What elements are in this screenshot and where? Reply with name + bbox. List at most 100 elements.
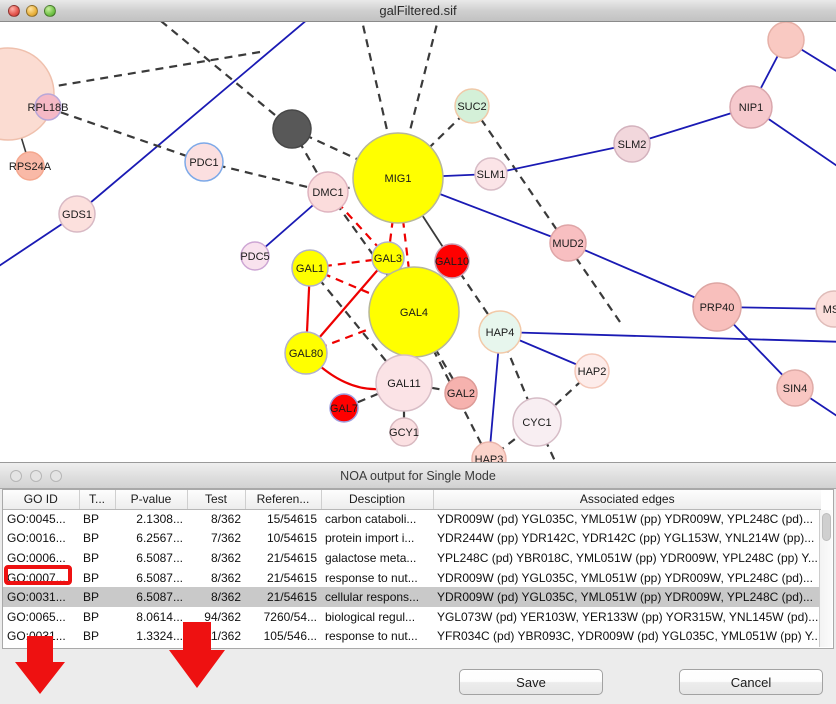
node-circle[interactable]	[352, 132, 444, 224]
network-node[interactable]	[272, 109, 312, 149]
column-header-pvalue[interactable]: P-value	[115, 490, 188, 510]
network-node[interactable]: GAL80	[284, 331, 328, 375]
zoom-button[interactable]	[44, 4, 56, 17]
table-vertical-scrollbar[interactable]	[819, 510, 832, 647]
table-row[interactable]: GO:0031...BP1.3324...11/362105/546...cel…	[3, 646, 821, 648]
node-circle[interactable]	[368, 266, 460, 358]
node-circle[interactable]	[307, 171, 349, 213]
table-row[interactable]: GO:0031... BP 6.5087... 8/362 21/54615 cellul…	[3, 587, 821, 607]
table-row[interactable]: GO:0007... BP 6.5087... 8/362 21/54615 respon…	[3, 568, 821, 588]
node-circle[interactable]	[434, 243, 470, 279]
save-button[interactable]: Save	[459, 669, 603, 695]
scrollbar-thumb[interactable]	[822, 513, 831, 541]
noa-zoom-button[interactable]	[50, 469, 62, 482]
network-edge[interactable]	[203, 160, 329, 194]
cell-reference: 10/54615	[266, 531, 317, 546]
node-circle[interactable]	[478, 310, 522, 354]
node-circle[interactable]	[692, 282, 742, 332]
network-node[interactable]: PRP40	[692, 282, 742, 332]
column-header-description[interactable]: Desciption	[321, 490, 434, 510]
node-circle[interactable]	[815, 290, 836, 328]
node-circle[interactable]	[34, 93, 62, 121]
node-circle[interactable]	[512, 397, 562, 447]
node-circle[interactable]	[474, 157, 508, 191]
node-circle[interactable]	[240, 241, 270, 271]
node-circle[interactable]	[389, 417, 419, 447]
node-circle[interactable]	[272, 109, 312, 149]
network-edge[interactable]	[490, 143, 633, 175]
column-header-reference[interactable]: Referen...	[245, 490, 322, 510]
network-node[interactable]: SIN4	[776, 369, 814, 407]
network-edge[interactable]	[471, 105, 621, 323]
network-edge[interactable]	[343, 381, 405, 410]
network-node[interactable]: GAL2	[444, 376, 478, 410]
network-node[interactable]: RPS24A	[9, 151, 52, 181]
node-circle[interactable]	[574, 353, 610, 389]
noa-close-button[interactable]	[10, 469, 22, 482]
node-circle[interactable]	[329, 393, 359, 423]
network-edge[interactable]	[567, 242, 718, 308]
noa-minimize-button[interactable]	[30, 469, 42, 482]
table-row[interactable]: GO:0065... BP 8.0614... 94/362 7260/54... bio…	[3, 607, 821, 627]
table-row[interactable]: GO:0016... BP 6.2567... 7/362 10/54615 protei…	[3, 529, 821, 549]
network-edge[interactable]	[309, 266, 415, 314]
go-results-table[interactable]: GO ID T... P-value Test Referen... Desci…	[2, 489, 834, 649]
node-circle[interactable]	[471, 441, 507, 462]
close-button[interactable]	[8, 4, 20, 17]
network-canvas[interactable]: RPL18B RPS24A GDS1 PDC1 PDC5 DMC1 SUC2 MIG1 SLM1…	[0, 22, 836, 462]
node-circle[interactable]	[549, 224, 587, 262]
node-circle[interactable]	[729, 85, 773, 129]
network-node[interactable]: GAL4	[368, 266, 460, 358]
node-circle[interactable]	[444, 376, 478, 410]
node-circle[interactable]	[184, 142, 224, 182]
network-node[interactable]: CYC1	[512, 397, 562, 447]
network-node[interactable]: GAL10	[434, 243, 470, 279]
node-circle[interactable]	[15, 151, 45, 181]
node-circle[interactable]	[613, 125, 651, 163]
network-node[interactable]: PDC5	[240, 241, 270, 271]
network-node[interactable]: NIP1	[729, 85, 773, 129]
network-node[interactable]: GAL11	[375, 354, 433, 412]
node-circle[interactable]	[371, 241, 405, 275]
node-circle[interactable]	[58, 195, 96, 233]
network-edge[interactable]	[499, 331, 836, 343]
network-edge[interactable]	[309, 267, 405, 384]
network-node[interactable]: MSL	[815, 290, 836, 328]
network-node[interactable]: HAP2	[574, 353, 610, 389]
node-circle[interactable]	[767, 22, 805, 59]
column-header-test[interactable]: Test	[187, 490, 246, 510]
column-header-edges[interactable]: Associated edges	[433, 490, 821, 510]
node-circle[interactable]	[375, 354, 433, 412]
node-circle[interactable]	[284, 331, 328, 375]
network-node[interactable]: SLM1	[474, 157, 508, 191]
network-node[interactable]: PDC1	[184, 142, 224, 182]
network-edge[interactable]	[76, 22, 340, 215]
network-node[interactable]: SLM2	[613, 125, 651, 163]
network-node[interactable]: GCY1	[389, 417, 419, 447]
cell-pvalue: 6.5087...	[136, 550, 183, 565]
network-node[interactable]: SUC2	[454, 88, 490, 124]
cell-reference: 7260/54...	[263, 609, 317, 624]
node-circle[interactable]	[454, 88, 490, 124]
network-edge[interactable]	[327, 191, 415, 313]
network-node[interactable]: MUD2	[549, 224, 587, 262]
cancel-button[interactable]: Cancel	[679, 669, 823, 695]
network-edge[interactable]	[488, 421, 538, 460]
column-header-type[interactable]: T...	[79, 490, 116, 510]
network-node[interactable]: GDS1	[58, 195, 96, 233]
table-row[interactable]: GO:0045... BP 2.1308... 8/362 15/54615 carbon…	[3, 509, 821, 529]
network-node[interactable]: HAP3	[471, 441, 507, 462]
network-node[interactable]: MIG1	[352, 132, 444, 224]
table-row[interactable]: GO:0006... BP 6.5087... 8/362 21/54615 galact…	[3, 548, 821, 568]
network-edge[interactable]	[150, 22, 293, 130]
network-node[interactable]	[767, 22, 805, 59]
node-circle[interactable]	[291, 249, 329, 287]
network-node[interactable]: GAL7	[329, 393, 359, 423]
minimize-button[interactable]	[26, 4, 38, 17]
node-circle[interactable]	[776, 369, 814, 407]
network-node[interactable]: HAP4	[478, 310, 522, 354]
table-row[interactable]: GO:0031... BP 1.3324... 11/362 105/546... res…	[3, 627, 821, 647]
network-node[interactable]: GAL1	[291, 249, 329, 287]
column-header-goid[interactable]: GO ID	[3, 490, 80, 510]
network-node[interactable]: DMC1	[307, 171, 349, 213]
